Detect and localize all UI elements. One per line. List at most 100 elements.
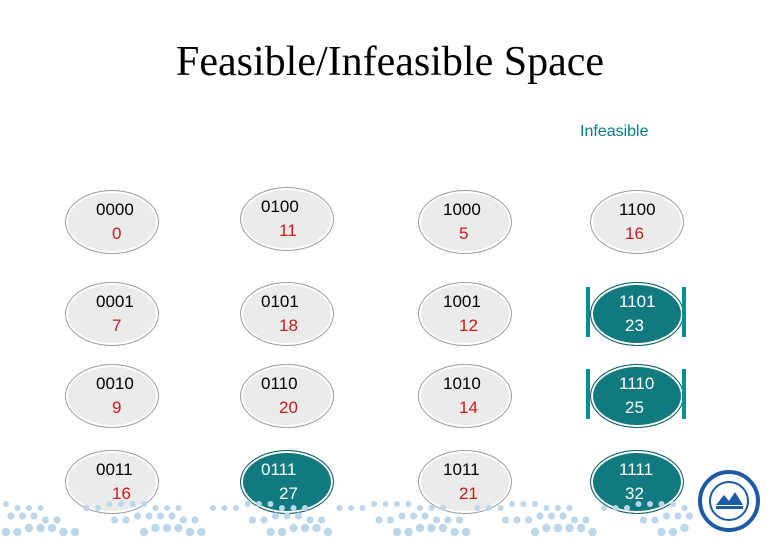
decorative-dot (532, 501, 538, 507)
decorative-dot (323, 527, 333, 537)
decorative-dot (191, 516, 199, 524)
decorative-dot (359, 505, 366, 511)
decorative-dot (668, 527, 678, 537)
decorative-dot (509, 501, 515, 507)
decorative-dot (450, 527, 459, 537)
decorative-dot (300, 523, 310, 533)
decorative-dot (266, 527, 275, 537)
node-binary-label: 0011 (96, 460, 133, 479)
state-node-0110: 0110 20 (240, 364, 334, 428)
university-seal-logo (698, 470, 760, 532)
decorative-dot (179, 516, 188, 524)
decorative-dot (501, 516, 510, 524)
decorative-dot (685, 512, 694, 520)
decorative-dot (398, 512, 406, 520)
decorative-dot (455, 516, 464, 524)
state-node-1010: 1010 14 (418, 364, 512, 428)
decorative-dot (404, 527, 413, 537)
node-binary-label: 0101 (261, 292, 299, 311)
state-node-0100: 0100 11 (240, 187, 334, 251)
decorative-dot (289, 523, 298, 533)
decorative-dot (555, 505, 561, 511)
decorative-dot (7, 512, 15, 520)
decorative-dot (438, 523, 448, 533)
decorative-dot (145, 512, 153, 520)
node-value-label: 18 (279, 316, 298, 335)
decorative-dot (13, 527, 22, 537)
decorative-dot (162, 523, 172, 533)
node-value-label: 16 (625, 224, 644, 243)
decorative-dot (336, 505, 343, 511)
decorative-dot (444, 516, 452, 524)
decorative-dot (427, 523, 436, 533)
state-node-1100: 1100 16 (590, 190, 684, 254)
decorative-dot (553, 523, 563, 533)
decorative-dot (174, 523, 183, 533)
node-value-label: 21 (459, 484, 478, 503)
decorative-dot (233, 505, 239, 511)
node-value-label: 25 (625, 398, 644, 417)
node-value-label: 11 (279, 221, 297, 240)
decorative-dot (164, 505, 170, 511)
decorative-dot (513, 516, 521, 524)
decorative-dot (221, 505, 228, 511)
decorative-dot (417, 505, 423, 511)
node-binary-label: 1110 (619, 374, 655, 393)
decorative-dot (680, 523, 689, 533)
decorative-dot (542, 523, 551, 533)
decorative-dot (317, 516, 326, 524)
state-node-0011: 0011 16 (65, 450, 159, 514)
decorative-dot (588, 527, 597, 537)
node-binary-label: 0000 (96, 200, 134, 219)
decorative-dot (657, 527, 666, 537)
node-binary-label: 0100 (261, 197, 299, 216)
decorative-dot (576, 523, 586, 533)
decorative-dot (133, 512, 142, 520)
state-node-1111: 1111 32 (590, 450, 684, 514)
decorative-dot (524, 516, 533, 524)
node-value-label: 23 (625, 316, 644, 335)
decorative-dot (248, 516, 257, 524)
page-title: Feasible/Infeasible Space (176, 39, 604, 85)
decorative-dot (37, 505, 44, 511)
node-value-label: 0 (112, 224, 122, 243)
node-value-label: 16 (112, 484, 131, 503)
decorative-dot (394, 501, 400, 507)
decorative-dot (59, 527, 68, 537)
node-value-label: 27 (279, 484, 298, 503)
decorative-dot (639, 516, 648, 524)
decorative-dot (306, 516, 314, 524)
decorative-dot (139, 527, 149, 537)
decorative-dot (175, 505, 182, 511)
decorative-dot (260, 516, 268, 524)
decorative-dot (651, 516, 659, 524)
decorative-dot (582, 516, 590, 524)
decorative-dot (432, 516, 441, 524)
state-node-1110: 1110 25 (586, 364, 686, 428)
decorative-dot (312, 523, 321, 533)
state-node-0010: 0010 9 (65, 364, 159, 428)
decorative-dot (110, 516, 119, 524)
decorative-dot (409, 512, 418, 520)
node-value-label: 32 (625, 484, 644, 503)
decorative-dot (497, 505, 504, 511)
decorative-dot (47, 523, 57, 533)
decorative-dot (415, 523, 425, 533)
state-node-1000: 1000 5 (418, 190, 512, 254)
decorative-dot (520, 501, 527, 507)
node-value-label: 12 (459, 316, 478, 335)
decorative-dot (559, 512, 567, 520)
node-value-label: 7 (112, 316, 122, 335)
decorative-dot (168, 512, 176, 520)
node-binary-label: 0001 (96, 292, 134, 311)
node-binary-label: 0110 (261, 374, 298, 393)
decorative-dot (566, 505, 573, 511)
decorative-dot (547, 512, 556, 520)
decorative-dot (375, 516, 383, 524)
node-binary-label: 1100 (619, 200, 656, 219)
decorative-dot (152, 505, 159, 511)
decorative-dot (185, 527, 195, 537)
decorative-dot (18, 512, 27, 520)
decorative-dot (371, 501, 377, 507)
decorative-dot (421, 512, 429, 520)
